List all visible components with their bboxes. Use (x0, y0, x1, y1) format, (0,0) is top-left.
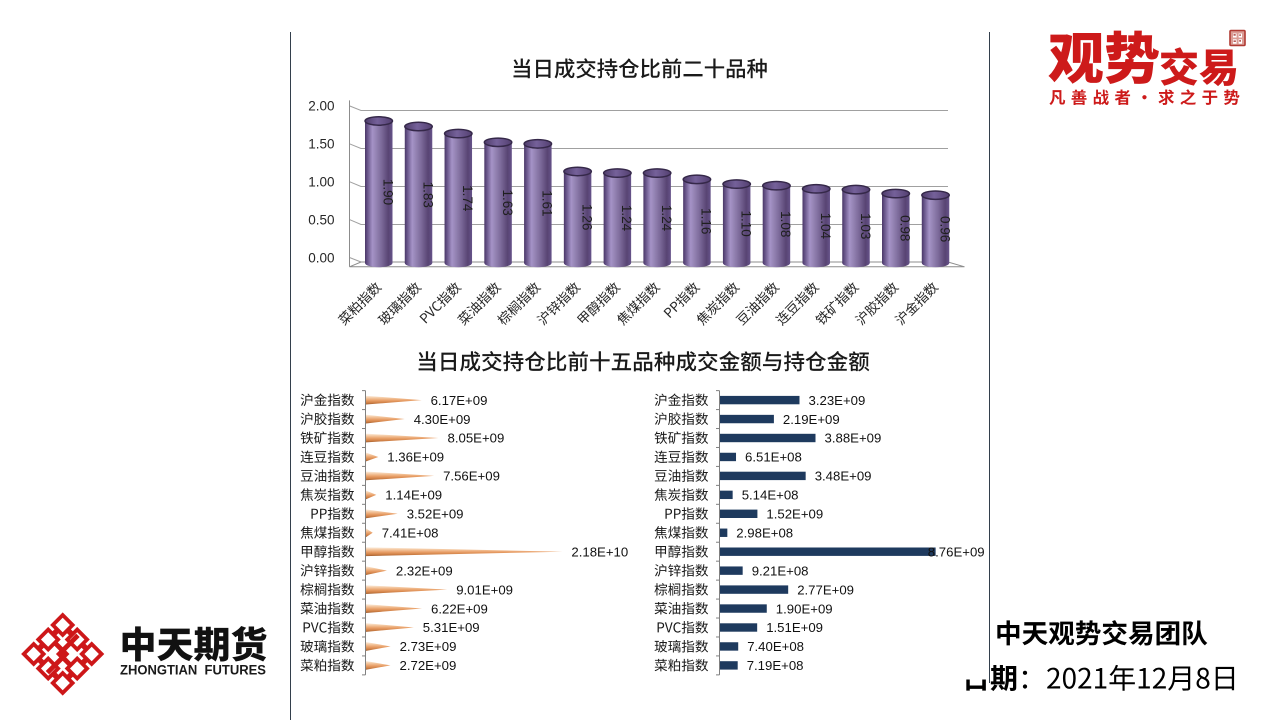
svg-text:1.90: 1.90 (381, 179, 396, 205)
svg-text:1.10: 1.10 (739, 210, 754, 236)
svg-text:1.04: 1.04 (818, 213, 833, 240)
svg-text:3.23E+09: 3.23E+09 (809, 393, 866, 408)
svg-text:5.31E+09: 5.31E+09 (423, 620, 480, 635)
svg-text:1.50: 1.50 (308, 137, 334, 152)
svg-text:4.30E+09: 4.30E+09 (414, 412, 471, 427)
svg-text:8.76E+09: 8.76E+09 (928, 544, 985, 559)
svg-text:7.19E+08: 7.19E+08 (747, 658, 804, 673)
svg-text:2.32E+09: 2.32E+09 (396, 563, 453, 578)
svg-text:6.17E+09: 6.17E+09 (431, 393, 488, 408)
svg-text:3.48E+09: 3.48E+09 (815, 469, 872, 484)
svg-text:3.52E+09: 3.52E+09 (407, 507, 464, 522)
svg-text:2.72E+09: 2.72E+09 (400, 658, 457, 673)
svg-text:6.51E+08: 6.51E+08 (745, 450, 802, 465)
svg-text:1.24: 1.24 (619, 205, 634, 232)
svg-text:7.41E+08: 7.41E+08 (382, 525, 439, 540)
svg-text:1.03: 1.03 (858, 213, 873, 239)
svg-text:1.51E+09: 1.51E+09 (766, 620, 823, 635)
svg-text:0.00: 0.00 (308, 250, 334, 265)
svg-text:1.24: 1.24 (659, 205, 674, 232)
svg-text:2.00: 2.00 (308, 99, 334, 114)
svg-text:9.21E+08: 9.21E+08 (752, 563, 809, 578)
svg-text:1.74: 1.74 (460, 185, 475, 212)
svg-text:7.56E+09: 7.56E+09 (443, 469, 500, 484)
svg-text:1.90E+09: 1.90E+09 (776, 601, 833, 616)
svg-text:2.77E+09: 2.77E+09 (797, 582, 854, 597)
svg-text:1.16: 1.16 (699, 208, 714, 234)
svg-text:1.14E+09: 1.14E+09 (385, 488, 442, 503)
svg-text:2.18E+10: 2.18E+10 (571, 544, 628, 559)
svg-text:1.36E+09: 1.36E+09 (387, 450, 444, 465)
svg-text:9.01E+09: 9.01E+09 (456, 582, 513, 597)
svg-text:5.14E+08: 5.14E+08 (742, 488, 799, 503)
svg-text:1.08: 1.08 (778, 211, 793, 237)
svg-text:2.73E+09: 2.73E+09 (400, 639, 457, 654)
svg-text:2.19E+09: 2.19E+09 (783, 412, 840, 427)
svg-text:8.05E+09: 8.05E+09 (448, 431, 505, 446)
svg-text:1.61: 1.61 (540, 190, 555, 216)
svg-text:2.98E+08: 2.98E+08 (736, 525, 793, 540)
svg-text:1.63: 1.63 (500, 189, 515, 215)
svg-text:3.88E+09: 3.88E+09 (825, 431, 882, 446)
svg-text:ZHONGTIAN FUTURES: ZHONGTIAN FUTURES (120, 663, 266, 679)
svg-text:0.50: 0.50 (308, 212, 334, 227)
svg-text:0.96: 0.96 (937, 216, 952, 242)
svg-text:7.40E+08: 7.40E+08 (747, 639, 804, 654)
svg-text:1.83: 1.83 (420, 182, 435, 208)
svg-text:1.00: 1.00 (308, 175, 334, 190)
svg-text:1.26: 1.26 (579, 204, 594, 230)
svg-text:0.98: 0.98 (898, 215, 913, 241)
svg-text:6.22E+09: 6.22E+09 (431, 601, 488, 616)
svg-text:1.52E+09: 1.52E+09 (766, 507, 823, 522)
